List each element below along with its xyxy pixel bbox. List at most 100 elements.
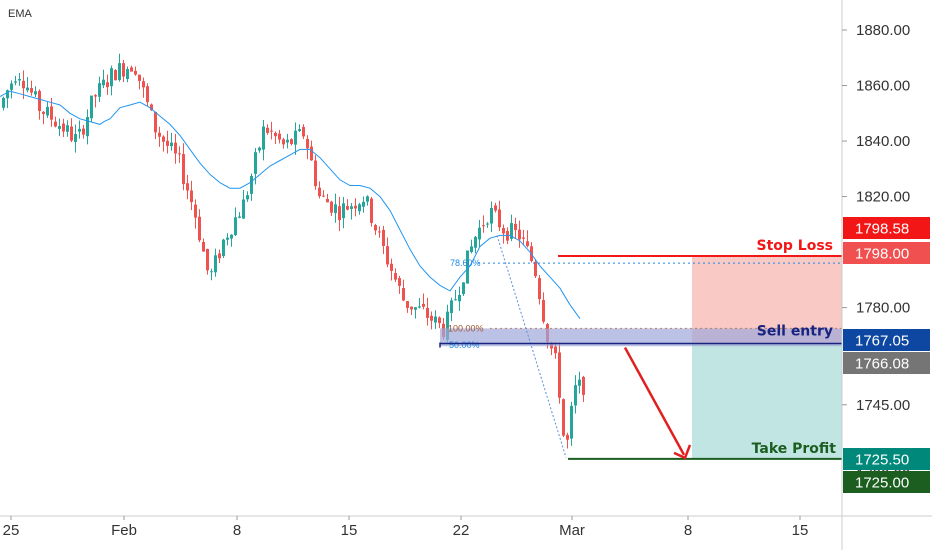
candle-body <box>578 379 581 386</box>
candle-body <box>202 241 205 252</box>
candle-body <box>266 127 269 133</box>
candle-body <box>234 217 237 235</box>
candle-body <box>582 376 585 395</box>
y-tick-label: 1780.00 <box>856 300 910 317</box>
price-tag-label: 1725.00 <box>855 475 909 492</box>
candle-body <box>386 246 389 265</box>
candles-layer <box>2 53 585 449</box>
price-tag-bg <box>843 217 930 239</box>
candle-body <box>290 139 293 144</box>
candle-body <box>406 301 409 308</box>
candle-body <box>22 80 25 89</box>
candle-body <box>42 111 45 114</box>
candle-body <box>358 204 361 212</box>
ema-label: EMA <box>8 8 33 20</box>
candle-body <box>170 142 173 147</box>
candle-body <box>262 126 265 150</box>
candle-body <box>454 299 457 301</box>
candle-body <box>330 201 333 213</box>
candle-body <box>82 128 85 135</box>
candle-body <box>10 83 13 90</box>
x-tick-label: Feb <box>111 522 137 539</box>
candle-body <box>498 209 501 228</box>
candle-body <box>294 130 297 145</box>
y-tick-label: 1745.00 <box>856 397 910 414</box>
candle-body <box>274 132 277 137</box>
candle-body <box>182 154 185 185</box>
candle-body <box>346 206 349 210</box>
candle-body <box>118 63 121 81</box>
candle-body <box>122 63 125 77</box>
x-tick-label: 15 <box>341 522 358 539</box>
candle-body <box>94 95 97 97</box>
candle-body <box>98 83 101 97</box>
candle-body <box>238 216 241 218</box>
candle-body <box>390 263 393 271</box>
candle-body <box>322 195 325 197</box>
candle-body <box>74 134 77 142</box>
candle-body <box>366 196 369 202</box>
y-tick-label: 1820.00 <box>856 189 910 206</box>
candle-body <box>102 79 105 86</box>
candle-body <box>398 278 401 286</box>
y-tick-label: 1860.00 <box>856 78 910 95</box>
candle-body <box>434 316 437 323</box>
x-tick-label: 8 <box>233 522 241 539</box>
candle-body <box>2 97 5 108</box>
candle-body <box>522 237 525 239</box>
candle-body <box>130 67 133 72</box>
ema-line <box>0 90 581 319</box>
candle-body <box>458 294 461 302</box>
candle-body <box>222 239 225 257</box>
candle-body <box>278 133 281 140</box>
candle-body <box>526 241 529 247</box>
candle-body <box>426 307 429 318</box>
price-tag-label: 1767.05 <box>855 333 909 350</box>
candle-body <box>110 68 113 87</box>
candle-body <box>258 147 261 151</box>
candle-body <box>150 104 153 111</box>
candle-body <box>70 126 73 141</box>
candle-body <box>226 237 229 240</box>
fib-trendline <box>496 235 567 458</box>
fib-786-label: 78.60% <box>450 258 481 268</box>
candle-body <box>490 208 493 224</box>
candle-body <box>378 231 381 233</box>
candle-body <box>462 282 465 295</box>
candle-body <box>518 229 521 240</box>
price-tag-bg <box>843 471 930 493</box>
candle-body <box>18 79 21 81</box>
candle-body <box>66 125 69 132</box>
candle-body <box>326 198 329 203</box>
candle-body <box>450 300 453 314</box>
fib-50-label: 50.00% <box>449 340 480 350</box>
candle-body <box>158 132 161 137</box>
candle-body <box>558 352 561 398</box>
candle-body <box>146 86 149 103</box>
candle-body <box>414 307 417 310</box>
candle-body <box>486 223 489 225</box>
price-tag-bg <box>843 448 930 470</box>
candle-body <box>242 199 245 219</box>
candle-body <box>502 227 505 234</box>
candle-body <box>174 142 177 154</box>
candle-body <box>254 152 257 174</box>
candle-body <box>30 88 33 93</box>
candle-body <box>482 225 485 227</box>
candle-body <box>478 227 481 240</box>
candle-body <box>142 81 145 88</box>
candle-body <box>114 70 117 81</box>
candle-body <box>186 183 189 191</box>
candle-body <box>218 253 221 259</box>
candle-body <box>90 95 93 119</box>
candle-body <box>370 198 373 223</box>
candle-body <box>138 74 141 81</box>
candle-body <box>534 261 537 277</box>
candle-body <box>574 385 577 406</box>
candle-body <box>494 205 497 211</box>
price-tag-bg <box>843 242 930 264</box>
candle-body <box>166 140 169 146</box>
candle-body <box>374 225 377 231</box>
